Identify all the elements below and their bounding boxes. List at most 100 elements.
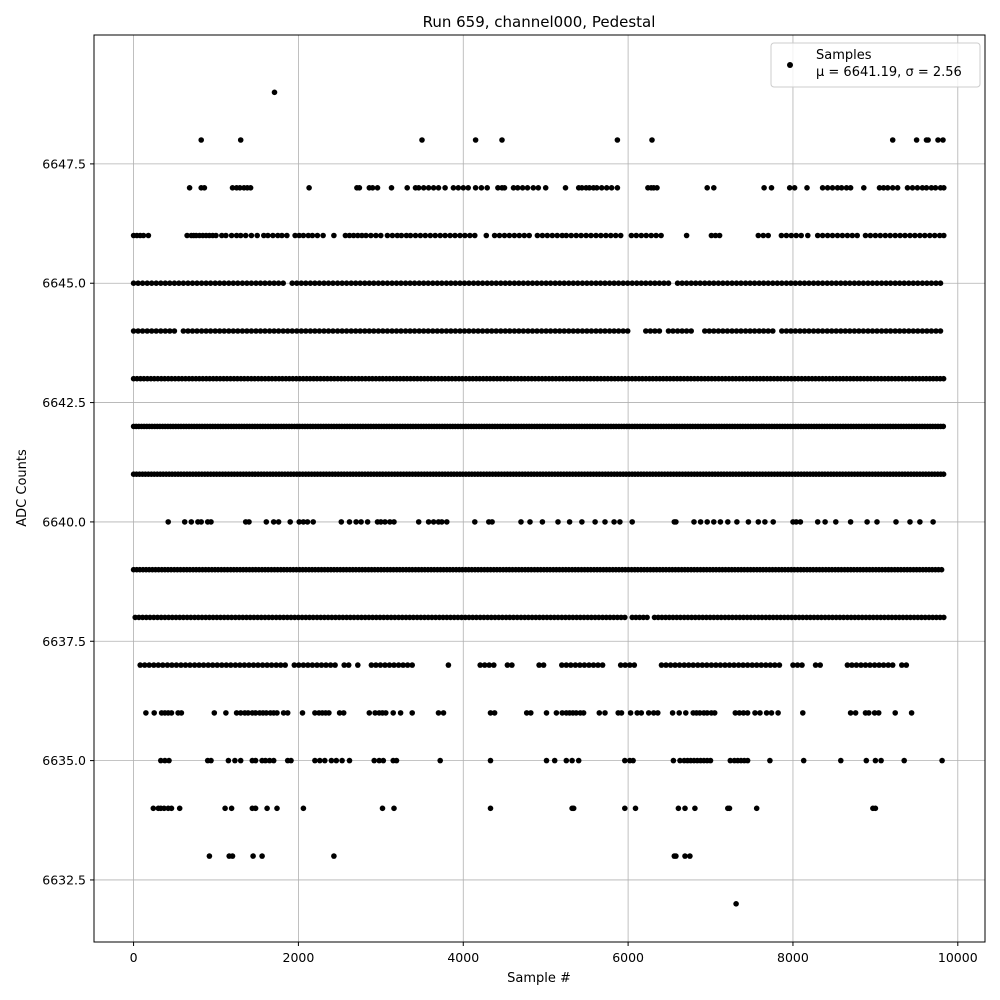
data-point [724, 280, 731, 287]
data-point [248, 280, 255, 287]
data-point [254, 232, 260, 239]
data-point [189, 328, 196, 334]
data-point [620, 280, 626, 287]
data-point [527, 519, 533, 525]
data-point [568, 662, 574, 668]
data-point [213, 232, 219, 239]
data-point [417, 232, 424, 239]
data-point [404, 185, 411, 191]
data-point [502, 280, 509, 287]
data-point [806, 328, 812, 334]
data-point [434, 280, 441, 287]
data-point [692, 280, 699, 287]
data-point [345, 662, 352, 668]
data-point [853, 662, 860, 668]
data-point [511, 280, 518, 287]
data-point [415, 185, 422, 191]
data-point [563, 232, 570, 239]
data-point [198, 137, 204, 143]
data-point [806, 280, 812, 287]
data-point [511, 232, 518, 239]
data-point [744, 662, 751, 668]
x-tick-label: 4000 [447, 950, 479, 965]
data-point [252, 710, 259, 716]
data-point [751, 328, 758, 334]
data-point [339, 328, 345, 334]
data-point [151, 662, 157, 668]
data-point [398, 280, 404, 287]
data-point [511, 328, 518, 334]
data-point [627, 662, 633, 668]
data-point [445, 662, 452, 668]
data-point [130, 280, 137, 287]
data-point [259, 853, 265, 859]
data-point [312, 328, 318, 334]
data-point [602, 328, 608, 334]
data-point [622, 662, 628, 668]
data-point [874, 280, 880, 287]
data-point [398, 232, 405, 239]
data-point [398, 328, 404, 334]
data-point [577, 662, 583, 668]
data-point [869, 280, 876, 287]
data-point [627, 710, 634, 716]
data-point [194, 280, 200, 287]
data-point [484, 185, 491, 191]
data-point [479, 280, 486, 287]
y-tick-label: 6632.5 [42, 872, 86, 887]
data-point [608, 185, 615, 191]
data-point [443, 328, 450, 334]
data-point [491, 232, 498, 239]
data-point [603, 185, 610, 191]
data-point [892, 328, 898, 334]
data-point [824, 232, 831, 239]
data-point [647, 280, 654, 287]
data-point [384, 280, 391, 287]
data-point [907, 232, 913, 239]
data-point [327, 662, 334, 668]
data-point [158, 757, 164, 764]
data-point [783, 280, 790, 287]
data-point [658, 662, 665, 668]
data-point [162, 328, 169, 334]
data-point [180, 280, 187, 287]
data-point [768, 710, 775, 716]
data-point [615, 280, 622, 287]
data-point [540, 662, 547, 668]
data-point [166, 757, 172, 764]
data-point [644, 614, 650, 621]
data-point [264, 805, 270, 812]
data-point [648, 232, 654, 239]
data-point [704, 710, 710, 716]
data-point [711, 519, 717, 525]
data-point [364, 519, 371, 525]
data-point [491, 662, 497, 668]
data-point [786, 185, 793, 191]
data-point [378, 232, 384, 239]
data-point [720, 280, 726, 287]
data-point [559, 232, 565, 239]
data-point [207, 328, 214, 334]
data-point [805, 232, 811, 239]
data-point [145, 232, 152, 239]
data-point [810, 328, 817, 334]
data-point [432, 232, 439, 239]
data-point [603, 232, 609, 239]
data-point [561, 328, 567, 334]
data-point [289, 328, 296, 334]
data-point [288, 757, 294, 764]
data-point [834, 232, 841, 239]
data-point [479, 328, 486, 334]
data-point [304, 519, 311, 525]
data-point [747, 280, 753, 287]
data-point [339, 757, 345, 764]
data-point [495, 185, 501, 191]
data-point [889, 137, 896, 143]
data-point [372, 710, 378, 716]
data-point [598, 232, 604, 239]
data-point [674, 280, 681, 287]
data-point [844, 662, 851, 668]
data-point [699, 662, 706, 668]
data-point [617, 662, 624, 668]
data-point [838, 328, 844, 334]
